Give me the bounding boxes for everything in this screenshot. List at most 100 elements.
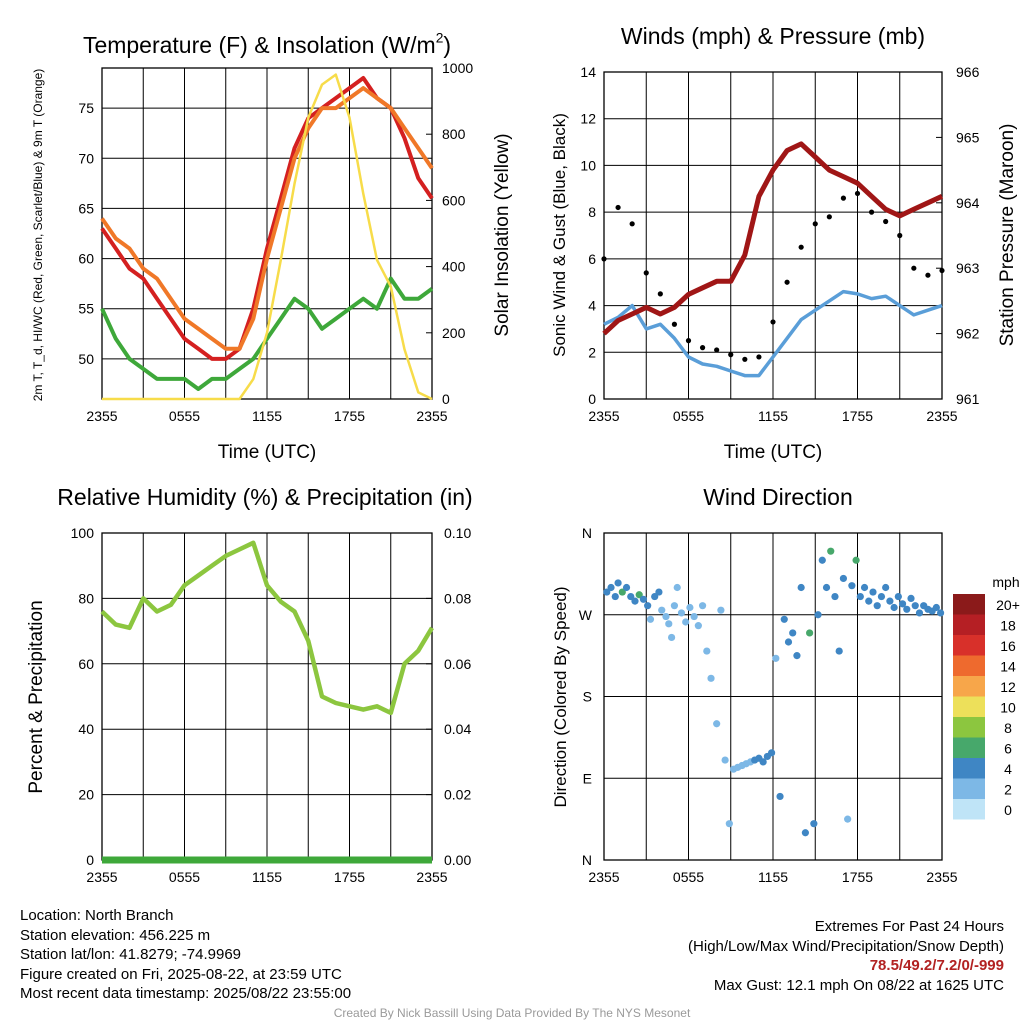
y2-tick-label: 966 bbox=[956, 64, 980, 80]
y2-tick-label: 600 bbox=[442, 192, 466, 208]
y-tick-label: 60 bbox=[78, 251, 94, 267]
direction-point bbox=[698, 602, 707, 610]
y2-tick-label: 0.00 bbox=[444, 852, 471, 868]
y-tick-label: 4 bbox=[588, 298, 596, 314]
gust-point bbox=[784, 279, 790, 285]
direction-point bbox=[662, 612, 670, 621]
legend-swatch bbox=[953, 594, 985, 615]
y-tick-label: 75 bbox=[78, 100, 94, 116]
direction-point bbox=[611, 592, 619, 601]
y2-tick-label: 0.06 bbox=[444, 656, 471, 672]
y-tick-label: W bbox=[579, 607, 593, 623]
x-tick-label: 0555 bbox=[169, 869, 200, 885]
y-tick-label: E bbox=[583, 770, 592, 786]
temperature-ylabel2: Solar Insolation (Yellow) bbox=[492, 133, 513, 336]
direction-point bbox=[677, 609, 686, 617]
direction-point bbox=[614, 579, 622, 587]
direction-point bbox=[713, 720, 721, 728]
y-tick-label: 50 bbox=[78, 351, 94, 367]
direction-point bbox=[668, 633, 676, 642]
direction-point bbox=[822, 583, 831, 592]
direction-point bbox=[618, 588, 626, 596]
gust-point bbox=[699, 345, 706, 351]
direction-point bbox=[911, 602, 919, 610]
gust-point bbox=[629, 221, 635, 227]
humidity-panel: 2355 0555 1155 1755 23550204060801000.000.02… bbox=[71, 525, 472, 885]
direction-point bbox=[717, 606, 725, 614]
direction-point bbox=[827, 547, 835, 555]
gust-point bbox=[897, 232, 903, 239]
direction-point bbox=[631, 597, 639, 605]
wind-ylabel2: Station Pressure (Maroon) bbox=[997, 124, 1018, 347]
x-tick-label: 0555 bbox=[169, 408, 200, 424]
y-tick-label: 8 bbox=[588, 204, 596, 220]
x-tick-label: 1755 bbox=[842, 408, 873, 424]
y-tick-label: 2 bbox=[588, 344, 596, 360]
gust-point bbox=[615, 204, 621, 211]
y-tick-label: 0 bbox=[86, 852, 94, 868]
legend-label: 0 bbox=[1004, 802, 1012, 818]
gust-point bbox=[756, 354, 762, 360]
legend-label: 10 bbox=[1000, 700, 1016, 716]
direction-point bbox=[810, 820, 818, 828]
direction-point bbox=[886, 597, 894, 605]
gust-point bbox=[671, 321, 678, 327]
direction-point bbox=[665, 620, 673, 628]
wind-title: Winds (mph) & Pressure (mb) bbox=[621, 23, 925, 49]
y-tick-label: 20 bbox=[78, 787, 94, 803]
y2-tick-label: 0 bbox=[442, 391, 450, 407]
direction-point bbox=[890, 603, 898, 612]
direction-point bbox=[627, 592, 635, 601]
direction-point bbox=[903, 605, 911, 613]
direction-point bbox=[797, 583, 805, 592]
direction-point bbox=[865, 597, 873, 605]
legend-swatch bbox=[953, 717, 985, 738]
direction-point bbox=[759, 758, 767, 766]
direction-point bbox=[682, 618, 690, 626]
y-tick-label: 6 bbox=[588, 251, 596, 267]
y-tick-label: 12 bbox=[580, 111, 596, 127]
y-tick-label: 100 bbox=[71, 525, 95, 541]
y2-tick-label: 1000 bbox=[442, 60, 473, 76]
direction-point bbox=[814, 611, 822, 619]
orange-series-line bbox=[100, 86, 434, 351]
credit-line: Created By Nick Bassill Using Data Provi… bbox=[333, 1006, 691, 1020]
gust-point bbox=[657, 291, 663, 297]
direction-point bbox=[793, 652, 801, 660]
direction-point bbox=[801, 829, 809, 837]
direction-point bbox=[907, 594, 915, 603]
y2-tick-label: 961 bbox=[956, 391, 980, 407]
gust-point bbox=[925, 272, 931, 278]
y2-tick-label: 400 bbox=[442, 259, 466, 275]
legend-swatch bbox=[953, 799, 985, 820]
extremes-values: 78.5/49.2/7.2/0/-999 bbox=[869, 957, 1004, 975]
direction-point bbox=[894, 592, 902, 601]
direction-point bbox=[869, 588, 877, 596]
direction-point bbox=[856, 592, 864, 601]
gust-point bbox=[840, 195, 847, 201]
gust-point bbox=[742, 356, 748, 362]
legend-swatch bbox=[953, 676, 985, 697]
direction-point bbox=[776, 792, 784, 801]
direction-point bbox=[694, 622, 702, 630]
gust-point bbox=[812, 221, 818, 227]
y-tick-label: 70 bbox=[78, 150, 94, 166]
y-tick-label: 55 bbox=[78, 301, 94, 317]
direction-point bbox=[915, 609, 924, 617]
x-tick-label: 2355 bbox=[416, 869, 447, 885]
direction-point bbox=[818, 556, 826, 564]
created-text: Figure created on Fri, 2025-08-22, at 23… bbox=[20, 965, 342, 983]
direction-point bbox=[651, 592, 659, 601]
legend-label: 6 bbox=[1004, 741, 1012, 757]
direction-point bbox=[721, 756, 729, 764]
direction-point bbox=[707, 674, 715, 682]
temperature-xlabel: Time (UTC) bbox=[218, 442, 317, 463]
y2-tick-label: 964 bbox=[956, 195, 980, 211]
direction-point bbox=[772, 654, 780, 662]
direction-point bbox=[703, 647, 711, 655]
direction-point bbox=[725, 820, 733, 828]
y2-tick-label: 0.08 bbox=[444, 590, 471, 606]
extremes-box: Extremes For Past 24 Hours (High/Low/Max… bbox=[688, 917, 1004, 995]
direction-point bbox=[877, 592, 886, 601]
humidity-ylabel: Percent & Precipitation bbox=[26, 600, 47, 793]
